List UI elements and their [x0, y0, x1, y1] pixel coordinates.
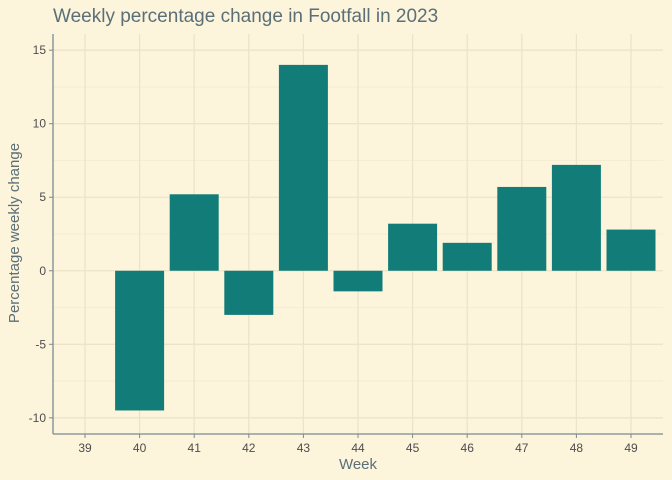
x-tick-label: 42	[242, 441, 256, 455]
x-tick-label: 39	[78, 441, 92, 455]
y-tick-label: 10	[33, 117, 47, 131]
bar-week-44	[333, 270, 383, 292]
y-axis-title: Percentage weekly change	[6, 143, 23, 323]
bar-week-42	[224, 270, 274, 315]
x-axis-ticks: 39 40 41 42 43 44 45 46 47 48 49	[78, 434, 638, 455]
x-tick-label: 41	[188, 441, 202, 455]
x-tick-label: 46	[461, 441, 475, 455]
x-tick-label: 40	[133, 441, 147, 455]
y-axis-ticks: -10 -5 0 5 10 15	[29, 43, 53, 425]
y-tick-label: 0	[39, 264, 46, 278]
bars	[115, 64, 656, 411]
y-tick-label: 5	[39, 190, 46, 204]
chart-title: Weekly percentage change in Footfall in …	[53, 6, 438, 27]
bar-week-47	[497, 186, 547, 271]
y-tick-label: 15	[33, 43, 47, 57]
x-tick-label: 49	[624, 441, 638, 455]
bar-week-40	[115, 270, 165, 411]
bar-week-49	[606, 229, 656, 271]
bar-week-48	[551, 164, 601, 271]
x-axis-title: Week	[339, 456, 378, 473]
x-tick-label: 45	[406, 441, 420, 455]
x-tick-label: 47	[515, 441, 529, 455]
bar-week-41	[169, 194, 219, 271]
x-tick-label: 43	[297, 441, 311, 455]
bar-week-46	[442, 242, 492, 271]
x-tick-label: 48	[570, 441, 584, 455]
y-tick-label: -10	[29, 411, 47, 425]
bar-week-45	[388, 223, 438, 271]
bar-week-43	[278, 64, 328, 271]
y-tick-label: -5	[35, 337, 46, 351]
x-tick-label: 44	[351, 441, 365, 455]
